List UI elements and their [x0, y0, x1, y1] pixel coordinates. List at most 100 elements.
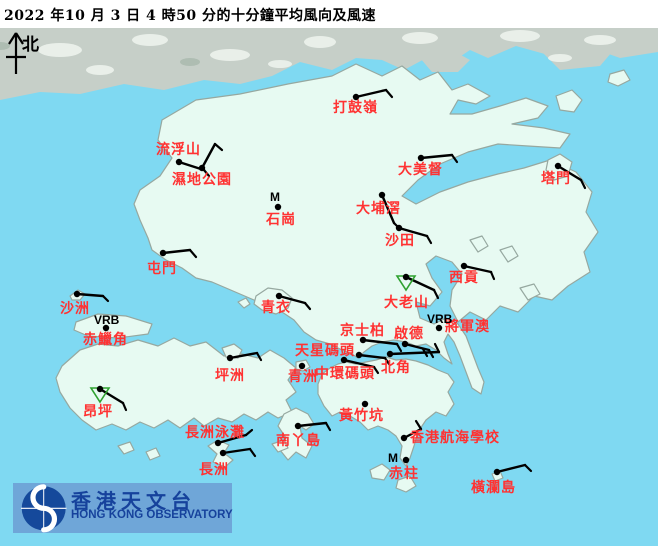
station-label-green-island: 青洲 — [288, 369, 318, 385]
po-toi-islet-1 — [369, 463, 391, 481]
station-chek-lap-kok — [102, 324, 110, 332]
kat-o-island — [555, 89, 583, 113]
wind-barb-staff — [403, 342, 431, 352]
station-flag-stanley: M — [388, 451, 398, 465]
page-title: 2022 年10 月 3 日 4 時50 分的十分鐘平均風向及風速 — [4, 8, 377, 24]
wind-barb-staff — [361, 338, 399, 346]
wind-barb-tick — [188, 248, 198, 259]
wind-barb-tick — [101, 294, 110, 303]
station-shek-kong — [274, 203, 282, 211]
station-dot — [402, 273, 410, 281]
station-dot — [395, 224, 403, 232]
port-shelter-islet-2 — [499, 245, 519, 263]
wind-barb-staff — [419, 153, 454, 160]
north-compass: 北 — [4, 30, 64, 80]
wind-barb-tick — [383, 356, 391, 366]
station-dot — [96, 385, 104, 393]
station-dot — [355, 351, 363, 359]
station-dot — [460, 262, 468, 270]
station-label-sai-kung: 西貢 — [449, 270, 479, 286]
soko-islet-2 — [145, 447, 161, 461]
station-label-sha-chau: 沙洲 — [60, 301, 90, 317]
wind-barb-staff — [380, 193, 396, 225]
wind-barb-tick — [372, 365, 380, 375]
wind-barb-staff — [216, 433, 248, 445]
wind-barb-staff — [402, 427, 423, 440]
hko-logo-icon — [21, 484, 67, 533]
station-flag-shek-kong: M — [270, 190, 280, 204]
wind-barb-tick — [255, 351, 263, 362]
logo-chinese-name: 香港天文台 — [71, 489, 196, 513]
wind-barb-staff — [495, 463, 527, 474]
station-dot — [554, 162, 562, 170]
station-label-cheung-chau-beach: 長洲泳灘 — [185, 425, 245, 441]
station-label-hk-sea-school: 香港航海學校 — [410, 430, 500, 446]
wind-barb-staff — [397, 226, 429, 238]
station-label-kings-park: 京士柏 — [340, 323, 385, 339]
station-dot — [361, 400, 369, 408]
wind-barb-staff — [228, 351, 259, 360]
wind-barb-tick — [489, 270, 496, 281]
station-kings-park — [359, 336, 403, 353]
soko-islet-1 — [117, 441, 135, 455]
station-label-tai-mei-tuk: 大美督 — [398, 162, 443, 178]
station-dot — [275, 292, 283, 300]
station-dot — [493, 468, 501, 476]
coastline-landmasses — [55, 63, 631, 493]
station-dot — [298, 362, 306, 370]
station-dot — [386, 350, 394, 358]
station-label-chek-lap-kok: 赤鱲角 — [83, 332, 128, 348]
wind-barb-tick — [303, 301, 312, 311]
station-hk-sea-school — [400, 419, 423, 442]
station-tai-mei-tuk — [417, 153, 459, 164]
wind-barb-staff — [296, 421, 328, 428]
station-dot — [378, 191, 386, 199]
station-north-point — [386, 342, 441, 358]
station-dot — [198, 164, 206, 172]
station-dot — [226, 354, 234, 362]
station-label-wetland-park: 濕地公園 — [172, 172, 232, 188]
station-label-central-pier: 中環碼頭 — [315, 366, 375, 382]
station-ngong-ping — [89, 385, 128, 412]
tsing-yi-island — [253, 287, 293, 315]
hko-logo-banner: 香港天文台 HONG KONG OBSERVATORY — [13, 483, 233, 533]
wind-barb-staff — [354, 88, 388, 99]
north-arrow-icon — [6, 32, 26, 74]
station-label-tsing-yi: 青衣 — [261, 300, 291, 316]
shenzhen-terrain — [0, 28, 658, 100]
airport-island — [73, 313, 153, 339]
station-ta-kwu-ling — [352, 88, 394, 101]
station-star-ferry-pier — [355, 351, 391, 366]
station-green-island — [298, 362, 306, 370]
wind-barb-tick — [450, 153, 459, 164]
station-dot — [400, 434, 408, 442]
station-dot — [359, 336, 367, 344]
station-label-star-ferry-pier: 天星碼頭 — [295, 343, 355, 359]
po-toi-islet-2 — [395, 475, 417, 493]
station-cheung-chau-beach — [214, 428, 254, 447]
station-dot — [401, 340, 409, 348]
station-dot — [175, 158, 183, 166]
wind-barb-staff — [462, 264, 493, 274]
hong-kong-island — [317, 356, 455, 467]
station-label-lamma-island: 南丫島 — [276, 433, 321, 449]
station-label-wong-chuk-hang: 黃竹坑 — [339, 408, 384, 424]
station-label-waglan-island: 橫瀾島 — [471, 480, 516, 496]
station-dot — [340, 356, 348, 364]
station-sai-kung — [460, 262, 496, 281]
station-dot — [159, 249, 167, 257]
station-label-cheung-chau: 長洲 — [199, 462, 229, 478]
station-label-stanley: 赤柱 — [389, 466, 419, 482]
wind-barb-staff — [404, 275, 436, 292]
wind-barb-tick — [121, 401, 128, 412]
logo-english-name: HONG KONG OBSERVATORY — [71, 509, 233, 521]
station-label-tates-cairn: 大老山 — [384, 295, 429, 311]
station-tuen-mun — [159, 248, 198, 259]
wind-barb-staff — [342, 358, 376, 369]
station-central-pier — [340, 356, 380, 375]
station-dot — [73, 290, 81, 298]
station-flag-tseung-kwan-o: VRB — [427, 312, 453, 326]
station-dot — [102, 324, 110, 332]
